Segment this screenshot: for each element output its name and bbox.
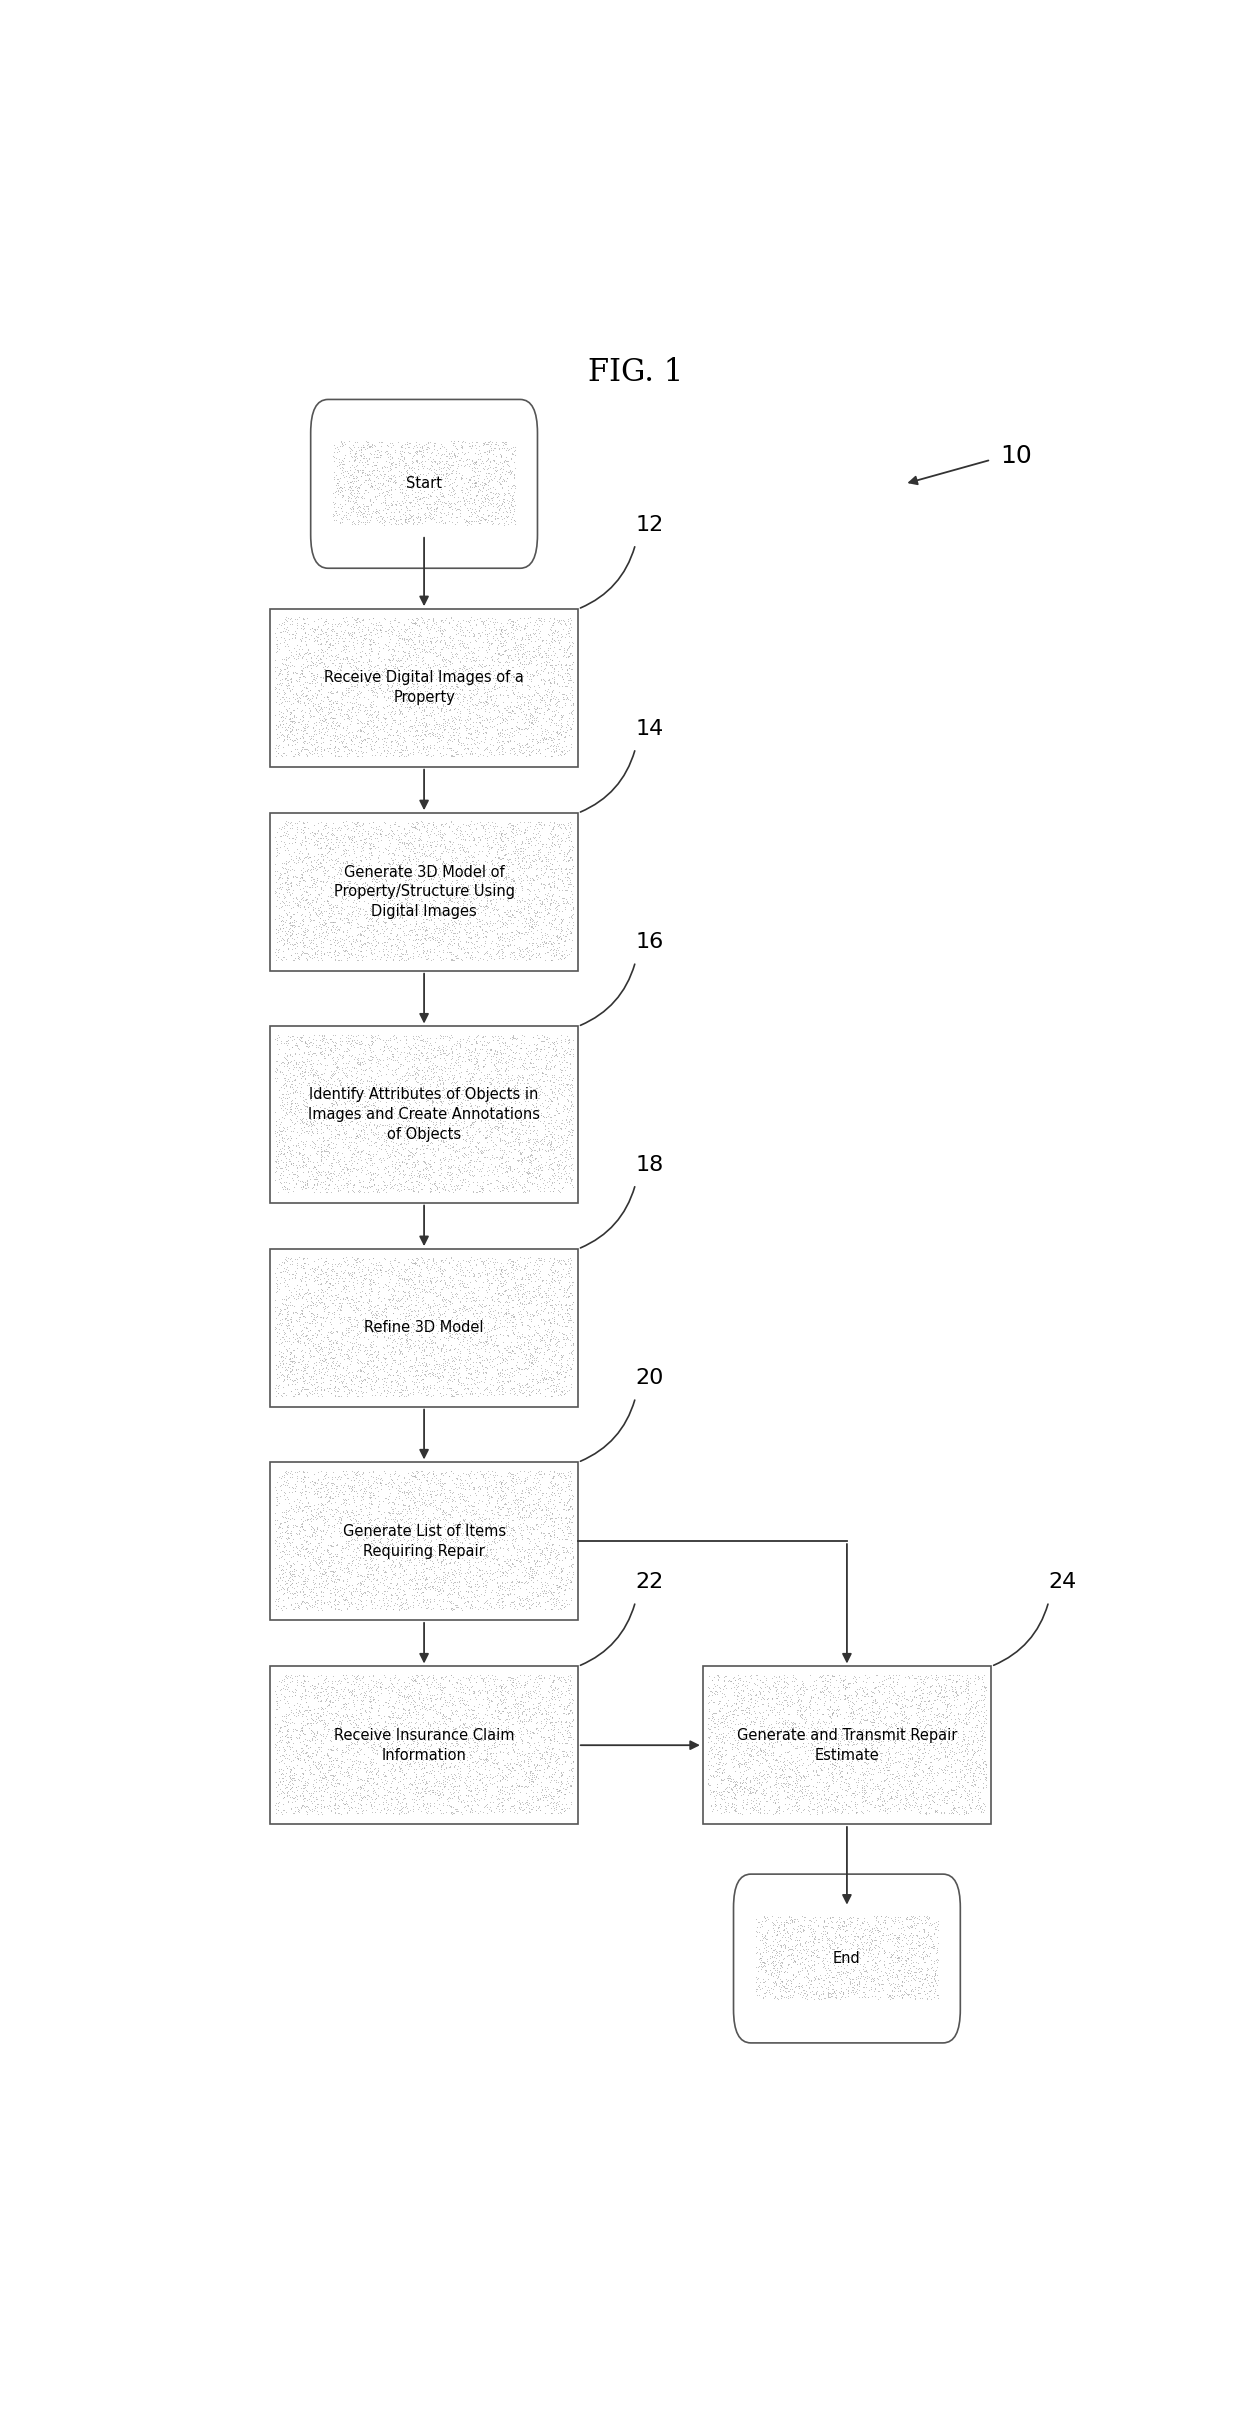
Bar	[703, 1667, 991, 1824]
Text: Generate 3D Model of
Property/Structure Using
Digital Images: Generate 3D Model of Property/Structure …	[334, 865, 515, 920]
Text: Start: Start	[405, 477, 443, 491]
Text: 24: 24	[1049, 1573, 1078, 1592]
Bar	[270, 1667, 578, 1824]
Text: Generate and Transmit Repair
Estimate: Generate and Transmit Repair Estimate	[737, 1727, 957, 1763]
Text: 18: 18	[635, 1154, 663, 1176]
Text: 14: 14	[635, 718, 663, 740]
Bar	[270, 1462, 578, 1619]
Bar	[270, 814, 578, 971]
Text: 10: 10	[1001, 443, 1033, 467]
Bar	[270, 609, 578, 766]
Text: Generate List of Items
Requiring Repair: Generate List of Items Requiring Repair	[342, 1525, 506, 1559]
Bar	[270, 1248, 578, 1407]
Text: Receive Insurance Claim
Information: Receive Insurance Claim Information	[334, 1727, 515, 1763]
Text: Identify Attributes of Objects in
Images and Create Annotations
of Objects: Identify Attributes of Objects in Images…	[308, 1086, 541, 1142]
Text: Refine 3D Model: Refine 3D Model	[365, 1320, 484, 1335]
Text: 12: 12	[635, 516, 663, 535]
Bar	[270, 1026, 578, 1202]
Text: FIG. 1: FIG. 1	[588, 357, 683, 388]
Text: 16: 16	[635, 932, 663, 952]
Text: End: End	[833, 1951, 861, 1966]
Text: 20: 20	[635, 1368, 663, 1388]
Text: 22: 22	[635, 1573, 663, 1592]
Text: Receive Digital Images of a
Property: Receive Digital Images of a Property	[324, 670, 525, 706]
